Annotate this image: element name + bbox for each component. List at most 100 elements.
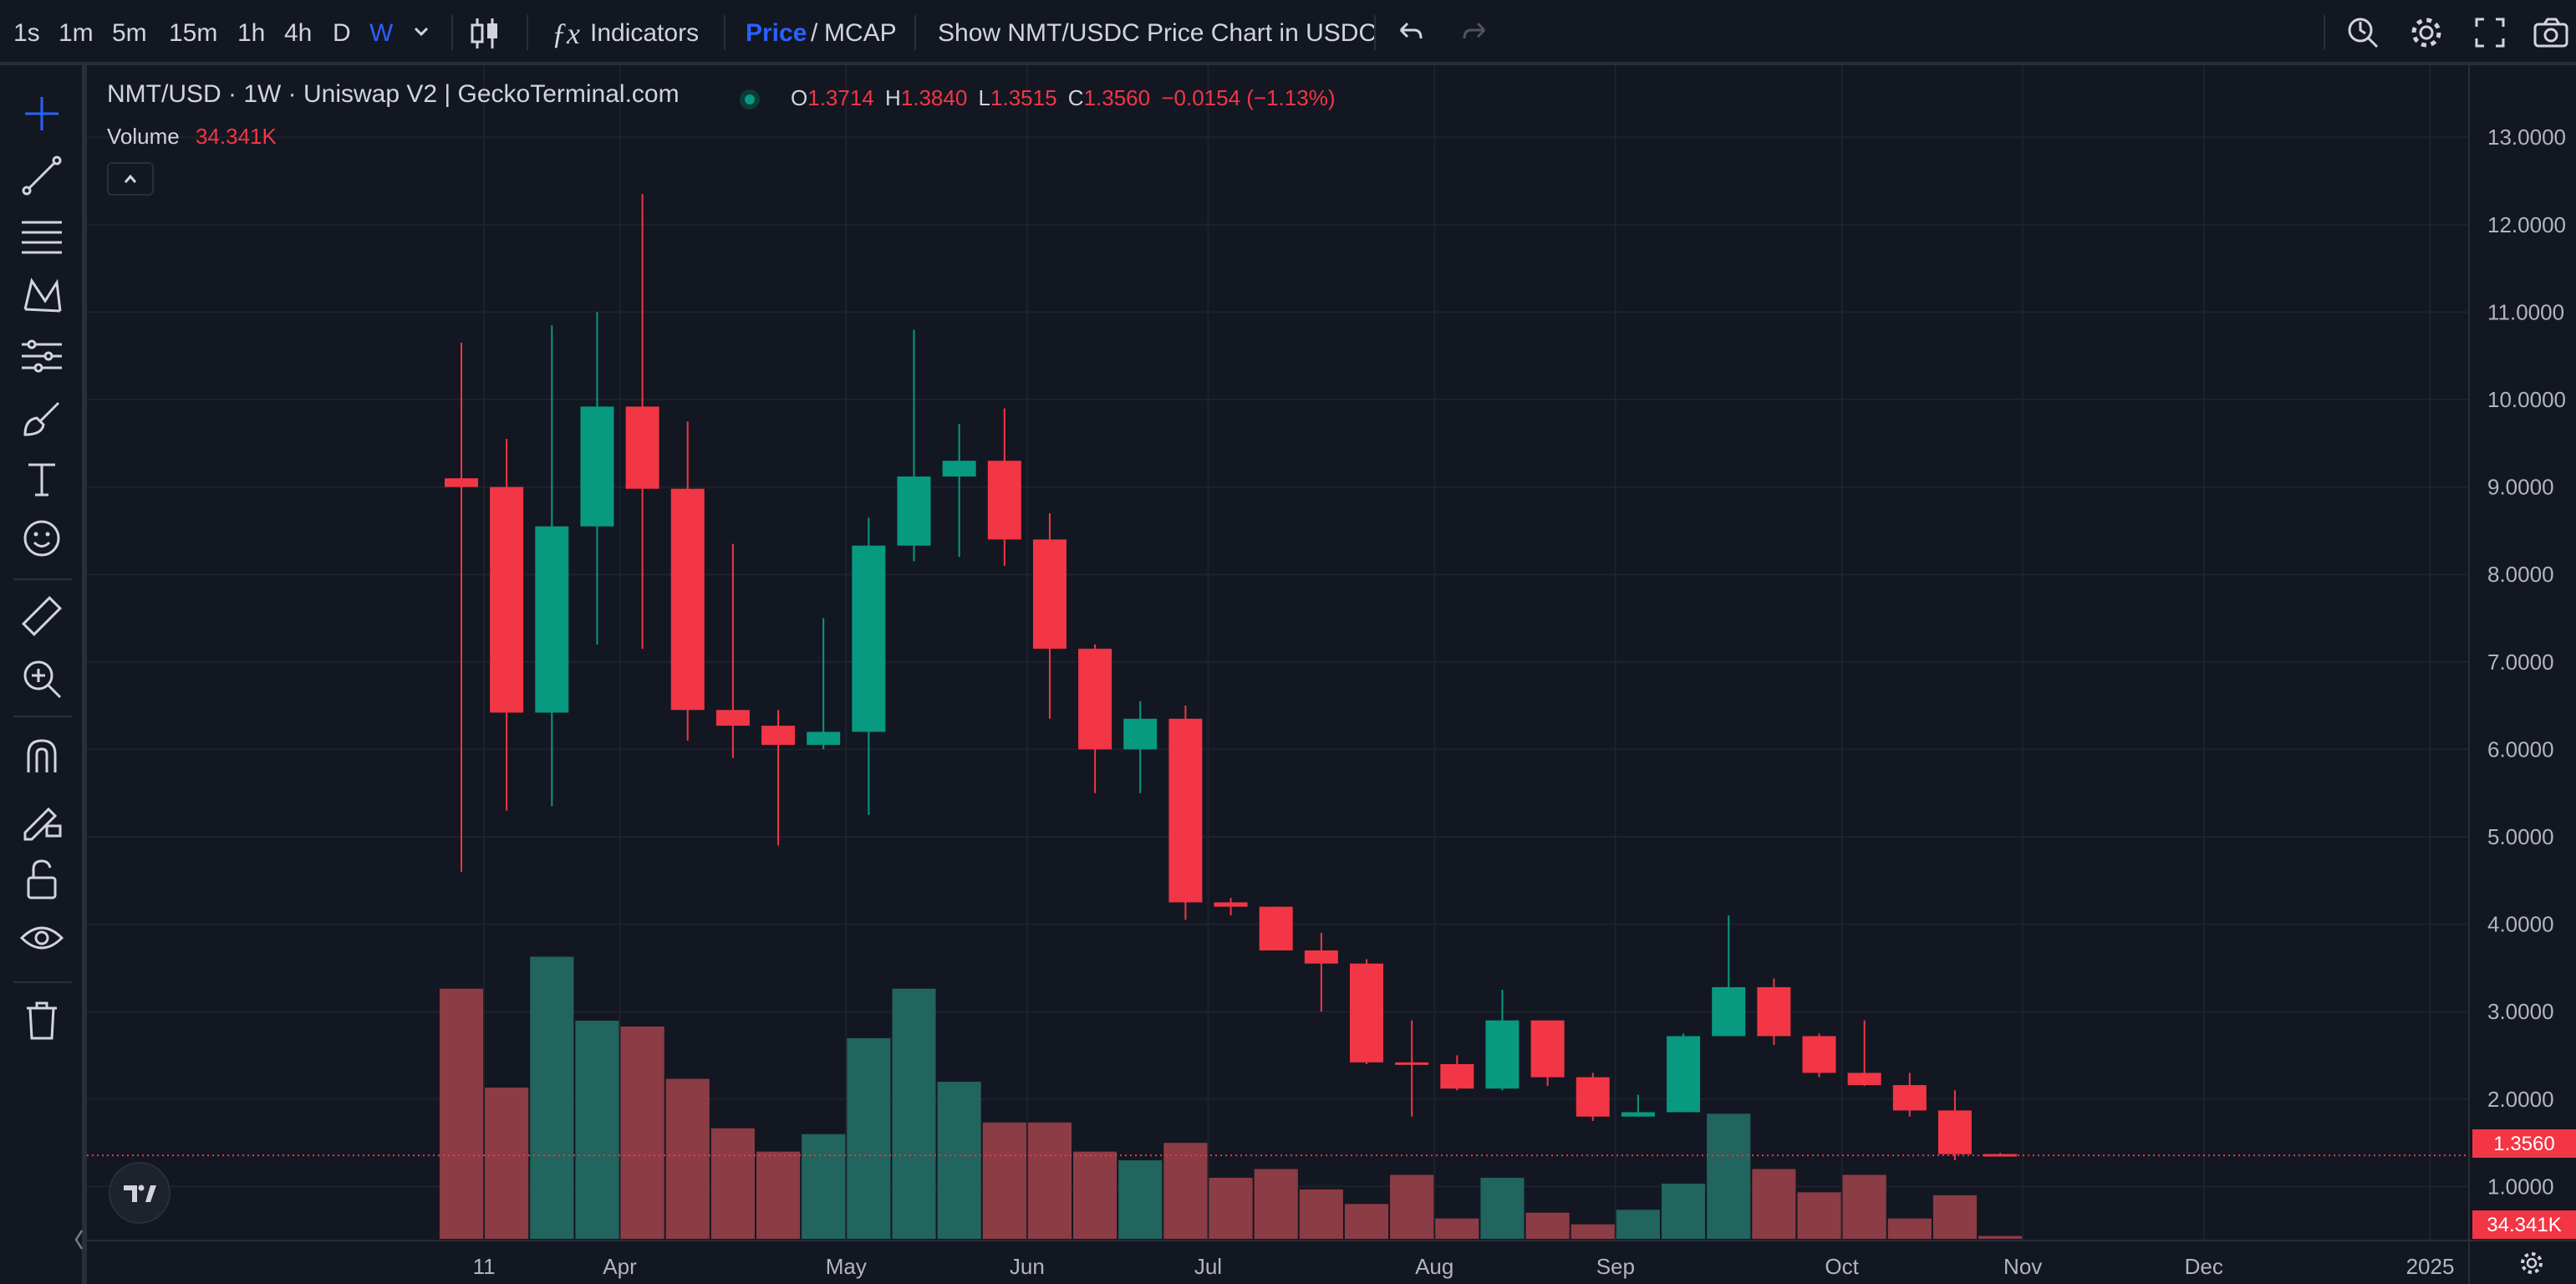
redo-icon[interactable] [1461, 18, 1489, 47]
time-axis-label: Apr [603, 1254, 637, 1279]
candle-body [490, 487, 524, 713]
zoom-in-icon[interactable] [18, 655, 65, 702]
indicators-button[interactable]: Indicators [590, 19, 700, 47]
candle-body [670, 488, 705, 711]
candle-body [1847, 1073, 1881, 1086]
volume-bar [1299, 1189, 1343, 1239]
candle-body [1078, 649, 1112, 750]
low-value: 1.3515 [990, 85, 1057, 110]
trend-line-icon[interactable] [18, 152, 65, 199]
candle-series [87, 194, 2469, 1161]
volume-bar [620, 1026, 664, 1239]
volume-bar [1616, 1210, 1660, 1239]
candle-body [1621, 1112, 1655, 1117]
symbol-title[interactable]: NMT/USD · 1W · Uniswap V2 | GeckoTermina… [107, 80, 680, 108]
candle-body [445, 478, 478, 487]
volume-bar [1978, 1236, 2023, 1239]
candles-icon[interactable] [470, 17, 500, 50]
interval-1s[interactable]: 1s [13, 19, 40, 47]
volume-series [439, 956, 2023, 1239]
price-axis-label: 8.0000 [2487, 562, 2554, 587]
volume-bar [1752, 1169, 1796, 1239]
interval-w[interactable]: W [369, 19, 394, 47]
time-axis-label: Jul [1194, 1254, 1222, 1279]
volume-bar [892, 988, 936, 1239]
price-axis-label: 11.0000 [2487, 299, 2564, 324]
price-chart[interactable]: 13.0000 12.0000 11.0000 10.0000 9.0000 8.0000… [87, 65, 2576, 1284]
mcap-toggle[interactable]: MCAP [824, 19, 897, 47]
ohlc-values: O1.3714 H1.3840 L1.3515 C1.3560 −0.0154 … [791, 85, 1335, 111]
chevron-down-icon[interactable] [413, 25, 430, 38]
time-axis-label: Dec [2185, 1254, 2223, 1279]
brush-icon[interactable] [18, 395, 65, 441]
camera-icon[interactable] [2533, 17, 2569, 48]
volume-bar [665, 1078, 710, 1239]
volume-bar [1118, 1160, 1163, 1239]
market-status-icon[interactable] [737, 87, 762, 112]
time-axis-label: May [826, 1254, 867, 1279]
price-mcap-separator: / [811, 19, 818, 47]
forecast-icon[interactable] [18, 333, 65, 380]
interval-d[interactable]: D [333, 19, 351, 47]
tradingview-logo[interactable] [109, 1162, 171, 1224]
volume-bar [1254, 1169, 1298, 1239]
candle-body [1032, 539, 1067, 650]
lock-icon[interactable] [18, 856, 65, 903]
lock-drawing-icon[interactable] [18, 794, 65, 841]
price-axis-label: 13.0000 [2487, 125, 2566, 150]
interval-15m[interactable]: 15m [169, 19, 218, 47]
volume-bar [756, 1151, 801, 1239]
indicators-fx-icon[interactable]: ƒx [552, 17, 580, 50]
quick-search-icon[interactable] [2345, 15, 2380, 50]
candle-body [1667, 1036, 1701, 1113]
axis-settings-icon[interactable] [2517, 1249, 2546, 1277]
volume-bar [439, 988, 484, 1239]
price-axis-label: 3.0000 [2487, 999, 2554, 1024]
volume-bar [1073, 1151, 1117, 1239]
volume-bar [1525, 1212, 1570, 1239]
fib-levels-icon[interactable] [18, 212, 65, 259]
high-value: 1.3840 [900, 85, 968, 110]
trash-icon[interactable] [18, 996, 65, 1043]
ruler-icon[interactable] [18, 594, 65, 640]
text-icon[interactable] [18, 455, 65, 502]
candle-body [1123, 718, 1158, 750]
interval-4h[interactable]: 4h [284, 19, 313, 47]
candle-body [580, 406, 614, 527]
volume-label: Volume [107, 124, 180, 149]
chevron-up-icon [124, 174, 137, 183]
tradingview-logo-icon [124, 1185, 156, 1202]
sidebar-collapse-icon[interactable] [74, 1227, 85, 1252]
interval-1m[interactable]: 1m [59, 19, 94, 47]
candle-body [942, 461, 976, 477]
fullscreen-icon[interactable] [2474, 17, 2506, 48]
patterns-icon[interactable] [18, 273, 65, 319]
price-axis-label: 9.0000 [2487, 475, 2554, 500]
low-label: L [978, 85, 991, 110]
volume-bar [1027, 1122, 1072, 1239]
interval-1h[interactable]: 1h [237, 19, 266, 47]
volume-bar [802, 1134, 846, 1239]
eye-icon[interactable] [18, 916, 65, 963]
open-label: O [791, 85, 808, 110]
interval-5m[interactable]: 5m [112, 19, 147, 47]
show-usdc-chart-button[interactable]: Show NMT/USDC Price Chart in USDC [938, 19, 1377, 47]
undo-icon[interactable] [1396, 18, 1424, 47]
legend-collapse-button[interactable] [107, 162, 154, 196]
time-axis-label: Sep [1596, 1254, 1635, 1279]
volume-bar [485, 1088, 529, 1239]
volume-bar [1887, 1218, 1932, 1239]
volume-bar [1842, 1174, 1886, 1239]
emoji-icon[interactable] [18, 515, 65, 562]
settings-gear-icon[interactable] [2409, 15, 2444, 50]
candle-body [1214, 902, 1248, 907]
close-value: 1.3560 [1083, 85, 1151, 110]
magnet-icon[interactable] [18, 732, 65, 779]
current-volume-badge: 34.341K [2472, 1210, 2576, 1239]
crosshair-icon[interactable] [18, 90, 65, 137]
candle-body [1259, 906, 1293, 950]
volume-bar [710, 1128, 755, 1239]
price-axis-label: 6.0000 [2487, 736, 2554, 762]
price-toggle[interactable]: Price [746, 19, 807, 47]
current-price-badge: 1.3560 [2472, 1129, 2576, 1158]
